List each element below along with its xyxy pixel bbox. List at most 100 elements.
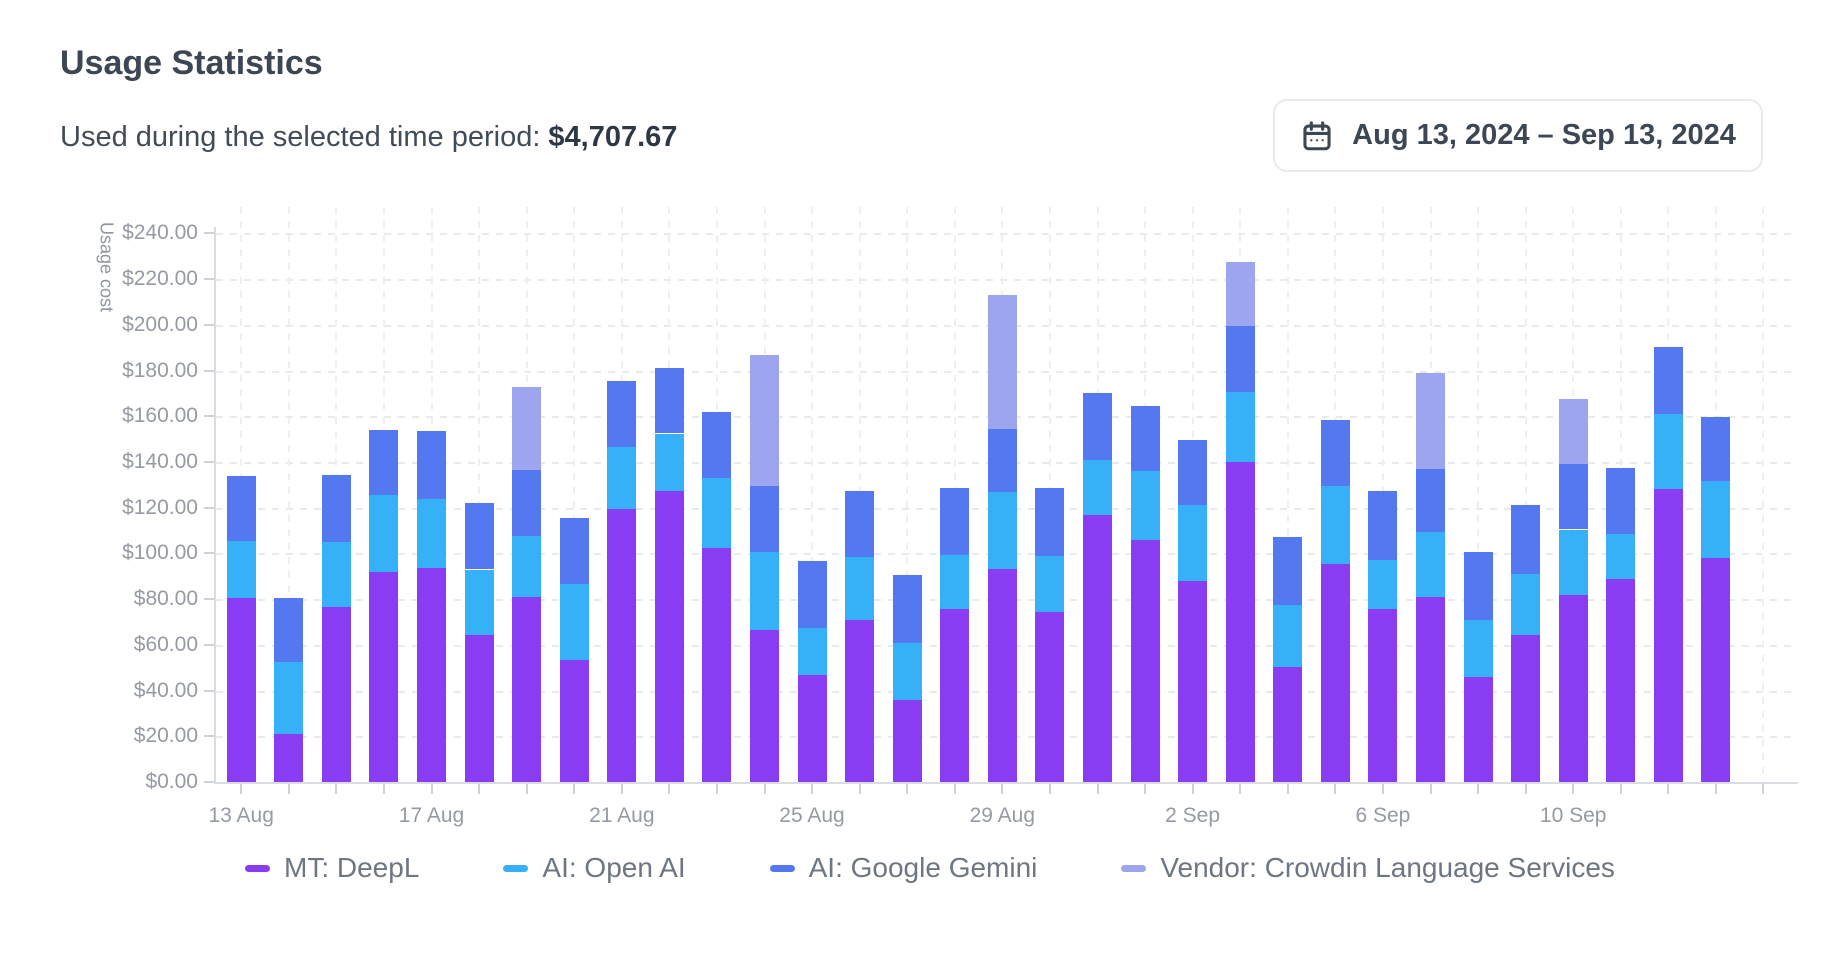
legend-item[interactable]: AI: Google Gemini (769, 852, 1037, 884)
date-range-picker[interactable]: Aug 13, 2024 – Sep 13, 2024 (1273, 99, 1763, 172)
bar-segment[interactable] (512, 536, 542, 597)
bar-segment[interactable] (845, 556, 875, 620)
bar-segment[interactable] (417, 568, 446, 782)
bar-segment[interactable] (512, 596, 542, 782)
bar-segment[interactable] (464, 569, 494, 635)
bar-segment[interactable] (464, 503, 494, 570)
bar-segment[interactable] (226, 598, 256, 782)
bar-segment[interactable] (512, 470, 542, 537)
bar-segment[interactable] (892, 699, 922, 782)
bar-segment[interactable] (1416, 596, 1445, 782)
bar-segment[interactable] (1463, 619, 1493, 677)
bar-segment[interactable] (892, 575, 922, 643)
bar-segment[interactable] (1225, 326, 1255, 393)
bar-segment[interactable] (1273, 604, 1303, 667)
legend-item[interactable]: Vendor: Crowdin Language Services (1121, 852, 1615, 884)
bar-segment[interactable] (797, 674, 827, 782)
bar-segment[interactable] (274, 598, 304, 662)
bar-segment[interactable] (226, 540, 256, 598)
bar-segment[interactable] (1130, 406, 1160, 472)
bar-segment[interactable] (1653, 489, 1683, 782)
bar-segment[interactable] (1701, 417, 1731, 482)
bar-segment[interactable] (1035, 555, 1065, 612)
bar-segment[interactable] (797, 561, 827, 628)
bar-segment[interactable] (226, 475, 256, 541)
bar-segment[interactable] (1368, 609, 1398, 782)
bar-segment[interactable] (1653, 346, 1683, 414)
bar-segment[interactable] (1320, 563, 1350, 782)
bar-segment[interactable] (1083, 459, 1112, 515)
bar-segment[interactable] (417, 498, 446, 569)
bar-segment[interactable] (654, 490, 684, 782)
bar-segment[interactable] (702, 547, 732, 782)
bar-segment[interactable] (1083, 393, 1112, 460)
bar-segment[interactable] (1178, 440, 1208, 506)
bar-segment[interactable] (750, 354, 779, 486)
bar-segment[interactable] (559, 518, 589, 585)
bar-segment[interactable] (1320, 486, 1350, 564)
bar-segment[interactable] (987, 569, 1017, 782)
bar-segment[interactable] (940, 609, 970, 782)
bar-segment[interactable] (987, 491, 1017, 570)
bar-segment[interactable] (1606, 578, 1636, 782)
bar-segment[interactable] (417, 431, 446, 499)
bar-segment[interactable] (1416, 468, 1445, 532)
bar-segment[interactable] (1368, 560, 1398, 610)
bar-segment[interactable] (1558, 529, 1588, 595)
bar-segment[interactable] (1463, 676, 1493, 782)
bar-segment[interactable] (750, 486, 779, 553)
bar-segment[interactable] (559, 584, 589, 660)
bar-segment[interactable] (1416, 531, 1445, 597)
bar-segment[interactable] (1701, 481, 1731, 558)
bar-segment[interactable] (940, 554, 970, 610)
bar-segment[interactable] (750, 552, 779, 630)
bar-segment[interactable] (1653, 414, 1683, 490)
bar-segment[interactable] (702, 478, 732, 548)
bar-segment[interactable] (274, 734, 304, 782)
bar-segment[interactable] (1035, 488, 1065, 556)
bar-segment[interactable] (750, 630, 779, 782)
bar-segment[interactable] (369, 430, 399, 496)
bar-segment[interactable] (512, 386, 542, 470)
bar-segment[interactable] (369, 495, 399, 572)
bar-segment[interactable] (797, 627, 827, 675)
bar-segment[interactable] (464, 634, 494, 782)
bar-segment[interactable] (369, 571, 399, 782)
bar-segment[interactable] (1178, 505, 1208, 581)
bar-segment[interactable] (987, 295, 1017, 429)
bar-segment[interactable] (1558, 464, 1588, 530)
bar-segment[interactable] (274, 662, 304, 734)
bar-segment[interactable] (607, 508, 637, 782)
bar-segment[interactable] (1225, 462, 1255, 782)
legend-item[interactable]: AI: Open AI (503, 852, 686, 884)
bar-segment[interactable] (1083, 514, 1112, 782)
bar-segment[interactable] (654, 368, 684, 434)
bar-segment[interactable] (1130, 539, 1160, 782)
bar-segment[interactable] (321, 607, 351, 782)
bar-segment[interactable] (1035, 611, 1065, 782)
bar-segment[interactable] (845, 490, 875, 557)
bar-segment[interactable] (607, 447, 637, 509)
bar-segment[interactable] (1368, 490, 1398, 561)
bar-segment[interactable] (1130, 471, 1160, 540)
bar-segment[interactable] (1416, 372, 1445, 469)
bar-segment[interactable] (1273, 666, 1303, 782)
bar-segment[interactable] (987, 428, 1017, 492)
bar-segment[interactable] (607, 380, 637, 448)
bar-segment[interactable] (1273, 537, 1303, 605)
legend-item[interactable]: MT: DeepL (245, 852, 419, 884)
bar-segment[interactable] (321, 542, 351, 608)
bar-segment[interactable] (702, 411, 732, 478)
bar-segment[interactable] (1511, 574, 1541, 635)
bar-segment[interactable] (1225, 392, 1255, 462)
bar-segment[interactable] (845, 619, 875, 782)
bar-segment[interactable] (321, 474, 351, 542)
bar-segment[interactable] (1225, 262, 1255, 326)
bar-segment[interactable] (1320, 419, 1350, 486)
bar-segment[interactable] (654, 433, 684, 491)
bar-segment[interactable] (1701, 558, 1731, 782)
bar-segment[interactable] (1558, 594, 1588, 782)
bar-segment[interactable] (1511, 505, 1541, 574)
bar-segment[interactable] (1606, 467, 1636, 534)
bar-segment[interactable] (1463, 552, 1493, 620)
